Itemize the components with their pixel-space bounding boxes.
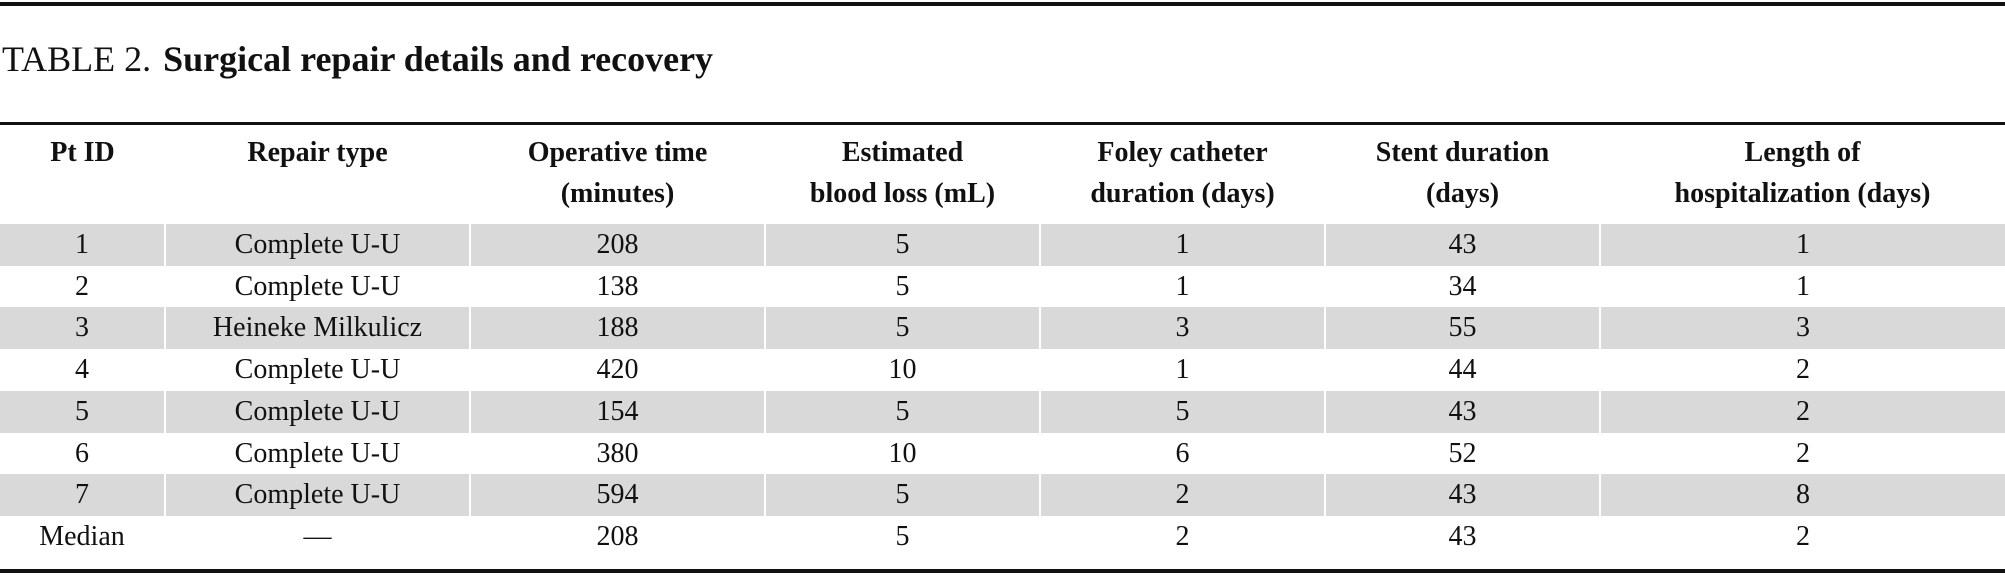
column-header: Operative time (minutes) [470, 132, 765, 224]
table-cell: 154 [469, 390, 765, 433]
table-cell: 380 [469, 432, 765, 475]
table-cell: 5 [764, 224, 1040, 266]
table-cell: Median [39, 520, 125, 552]
table-cell: 10 [764, 349, 1040, 391]
median-row: Median —208 5 2 43 2 [0, 515, 2005, 558]
table-cell: 208 [469, 224, 765, 266]
table-cell: 1 [0, 224, 165, 266]
table-cell: 5 [764, 474, 1040, 516]
table-cell: 188 [469, 307, 765, 350]
table-cell: 3 [1599, 307, 2005, 350]
table-cell: 5 [764, 265, 1040, 308]
table-cell: 34 [1324, 265, 1600, 308]
column-header-line: Length of [1744, 137, 1861, 168]
column-header: Stent duration (days) [1325, 132, 1600, 224]
column-header-line: hospitalization (days) [1674, 178, 1931, 209]
column-header: Length of hospitalization (days) [1600, 132, 2005, 224]
column-header-line: Repair type [247, 137, 388, 168]
table-caption: TABLE 2. Surgical repair details and reco… [2, 38, 713, 80]
table-title: Surgical repair details and recovery [163, 39, 714, 79]
table-cell: 7 [0, 474, 165, 516]
table-cell: 44 [1324, 349, 1600, 391]
table-cell: 5 [0, 390, 165, 433]
table-row: 1 Complete U-U 208 5 1 43 1 [0, 224, 2005, 266]
table-cell: 43 [1324, 515, 1600, 558]
table-cell: 2 [1599, 515, 2005, 558]
table-cell: 6 [75, 437, 89, 469]
table-cell: 1 [1599, 224, 2005, 266]
table-cell: 5 [1039, 390, 1325, 433]
table-row: 7 Complete U-U 594 5 2 43 8 [0, 474, 2005, 516]
table-cell: Complete U-U [164, 474, 470, 516]
header-rule [0, 122, 2005, 125]
column-header-line [165, 173, 470, 214]
table-cell: 138 [469, 265, 765, 308]
column-header-line: Foley catheter [1097, 137, 1268, 168]
table-cell: 5 [764, 390, 1040, 433]
header-row: Pt ID Repair type Operative time (minutes… [0, 132, 2005, 224]
top-rule [0, 2, 2005, 6]
column-header: Foley catheter duration (days) [1040, 132, 1325, 224]
table-cell: Complete U-U [164, 390, 470, 433]
table-cell: 8 [1599, 474, 2005, 516]
table-cell: 2 [1599, 390, 2005, 433]
table-cell: 43 [1324, 390, 1600, 433]
table-cell: — [164, 515, 470, 558]
table-row: 4 Complete U-U 420 10 1 44 2 [0, 349, 2005, 391]
column-header-line: blood loss (mL) [809, 178, 996, 209]
bottom-rule [0, 569, 2005, 573]
table-cell: 2 [1039, 474, 1325, 516]
column-header-line: (minutes) [560, 178, 675, 209]
table-cell: 43 [1324, 224, 1600, 266]
table-cell: 5 [764, 515, 1040, 558]
table-cell: 2 [1599, 349, 2005, 391]
table-cell: Complete U-U [164, 349, 470, 391]
column-header: Pt ID [0, 132, 165, 224]
table-cell: 208 [469, 515, 765, 558]
table-cell: 1 [1039, 349, 1325, 391]
column-header-line [0, 173, 165, 214]
table-cell: 420 [469, 349, 765, 391]
column-header: Estimated blood loss (mL) [765, 132, 1040, 224]
table-label: TABLE 2. [2, 39, 152, 79]
column-header-line: Stent duration [1375, 137, 1550, 168]
table-row: 5 Complete U-U 154 5 5 43 2 [0, 390, 2005, 433]
table-cell: Complete U-U [164, 224, 470, 266]
table-cell: 1 [1039, 224, 1325, 266]
table-cell: 43 [1324, 474, 1600, 516]
table-cell: 2 [1039, 515, 1325, 558]
table-cell: 2 [1599, 432, 2005, 475]
table-row: 6 Complete U-U 380 10 6 52 2 [0, 432, 2005, 475]
table-cell: 4 [75, 354, 89, 386]
table-cell: 3 [1039, 307, 1325, 350]
table-cell: Complete U-U [164, 265, 470, 308]
column-header-line: Estimated [841, 137, 964, 168]
table-cell: 3 [0, 307, 165, 350]
table-cell: 5 [764, 307, 1040, 350]
table-cell: 52 [1324, 432, 1600, 475]
table-cell: Complete U-U [164, 432, 470, 475]
table-cell: 2 [75, 270, 89, 302]
column-header-line: duration (days) [1090, 178, 1275, 209]
table-cell: 594 [469, 474, 765, 516]
column-header-line: (days) [1425, 178, 1500, 209]
column-header-line: Pt ID [50, 137, 115, 168]
column-header-line: Operative time [527, 137, 708, 168]
table-cell: 55 [1324, 307, 1600, 350]
data-table: Pt ID Repair type Operative time (minutes… [0, 132, 2005, 558]
table-cell: 1 [1039, 265, 1325, 308]
table-row: 3 Heineke Milkulicz 188 5 3 55 3 [0, 307, 2005, 350]
table-cell: 10 [764, 432, 1040, 475]
column-header: Repair type [165, 132, 470, 224]
table-cell: Heineke Milkulicz [164, 307, 470, 350]
table-cell: 6 [1039, 432, 1325, 475]
table-row: 2 Complete U-U 138 5 1 34 1 [0, 265, 2005, 308]
table-cell: 1 [1599, 265, 2005, 308]
